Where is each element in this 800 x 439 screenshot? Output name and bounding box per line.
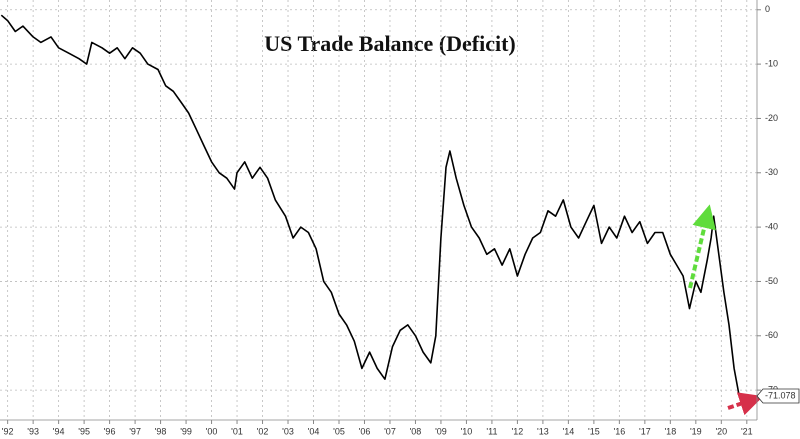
x-tick-label: '95 (78, 426, 90, 436)
x-tick-label: '20 (715, 426, 727, 436)
x-tick-label: '06 (359, 426, 371, 436)
x-tick-label: '12 (512, 426, 524, 436)
green-arrow (688, 204, 716, 289)
y-tick-label: -50 (765, 276, 778, 286)
plot-area (0, 0, 757, 420)
x-tick-label: '02 (257, 426, 269, 436)
x-tick-label: '99 (180, 426, 192, 436)
y-tick-label: -20 (765, 113, 778, 123)
x-tick-label: '96 (104, 426, 116, 436)
x-tick-label: '03 (282, 426, 294, 436)
x-tick-label: '00 (206, 426, 218, 436)
y-tick-label: -30 (765, 167, 778, 177)
x-tick-label: '07 (384, 426, 396, 436)
x-tick-label: '92 (2, 426, 14, 436)
x-tick-label: '16 (613, 426, 625, 436)
x-tick-label: '09 (435, 426, 447, 436)
x-tick-label: '17 (639, 426, 651, 436)
y-tick-label: -60 (765, 330, 778, 340)
x-tick-label: '93 (27, 426, 39, 436)
x-tick-label: '11 (486, 426, 497, 436)
x-tick-label: '21 (741, 426, 753, 436)
last-value-box (756, 388, 800, 404)
x-tick-label: '01 (231, 426, 243, 436)
x-tick-label: '18 (664, 426, 676, 436)
y-tick-label: -10 (765, 58, 778, 68)
grid (0, 0, 757, 420)
y-tick-label: -40 (765, 221, 778, 231)
x-tick-label: '97 (129, 426, 141, 436)
line-series (0, 14, 740, 397)
x-tick-label: '05 (333, 426, 345, 436)
y-tick-label: 0 (765, 4, 770, 14)
x-tick-label: '19 (690, 426, 702, 436)
last-value-label: -71.078 (765, 390, 796, 400)
x-tick-label: '08 (410, 426, 422, 436)
x-tick-label: '94 (53, 426, 65, 436)
marks (0, 14, 740, 397)
x-tick-label: '13 (537, 426, 549, 436)
x-tick-label: '14 (563, 426, 575, 436)
x-tick-label: '15 (588, 426, 600, 436)
x-tick-label: '10 (461, 426, 473, 436)
x-tick-label: '04 (308, 426, 320, 436)
x-tick-label: '98 (155, 426, 167, 436)
chart-title: US Trade Balance (Deficit) (264, 31, 516, 56)
red-arrow (727, 392, 764, 416)
